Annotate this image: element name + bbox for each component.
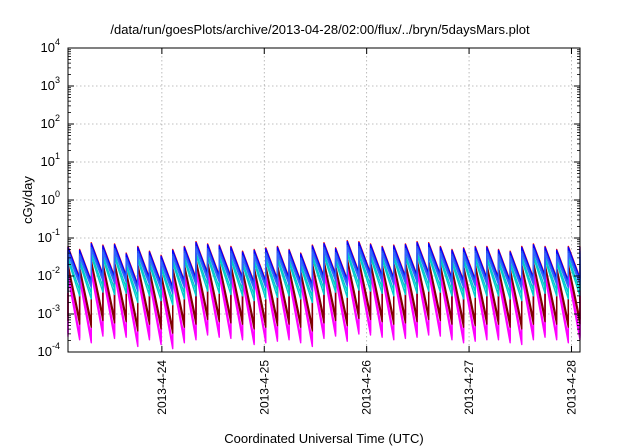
y-tick-label: 101 (41, 151, 60, 169)
y-axis: 10-4 10-3 10-2 10-1 100 101 102 103 104 (38, 37, 580, 359)
series-line-9 (67, 240, 581, 289)
y-tick-label: 10-1 (38, 227, 60, 245)
y-tick-label: 10-2 (38, 265, 60, 283)
x-tick-label: 2013-4-27 (462, 360, 476, 415)
y-tick-label: 10-4 (38, 341, 60, 359)
series-line-11 (67, 247, 581, 295)
plot-series (67, 239, 581, 350)
x-axis-label: Coordinated Universal Time (UTC) (224, 431, 423, 446)
x-tick-label: 2013-4-28 (564, 360, 578, 415)
y-axis-label: cGy/day (20, 176, 35, 224)
y-tick-label: 10-3 (38, 303, 60, 321)
y-tick-label: 103 (41, 75, 60, 93)
y-tick-label: 100 (41, 189, 60, 207)
x-tick-label: 2013-4-25 (257, 360, 271, 415)
x-axis: 2013-4-24 2013-4-25 2013-4-26 2013-4-27 2013… (155, 48, 578, 415)
y-tick-label: 104 (41, 37, 60, 55)
x-tick-label: 2013-4-24 (155, 360, 169, 415)
series-line-10 (67, 244, 581, 292)
x-tick-label: 2013-4-26 (360, 360, 374, 415)
chart-title: /data/run/goesPlots/archive/2013-04-28/0… (110, 22, 530, 37)
series-line-8 (67, 239, 581, 288)
y-tick-label: 102 (41, 113, 60, 131)
